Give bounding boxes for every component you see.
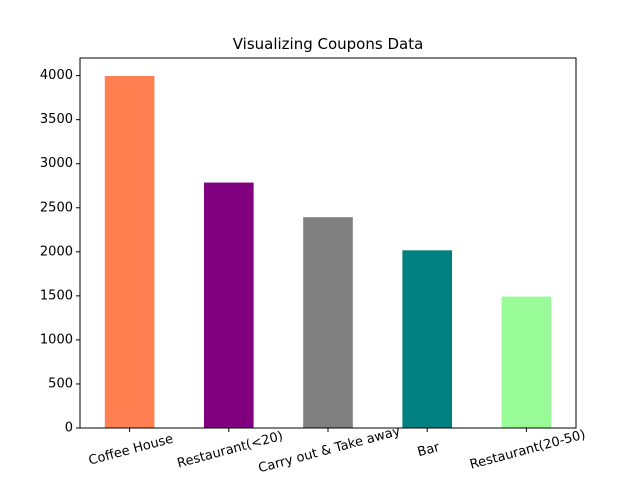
y-tick-label-6: 3000 bbox=[40, 156, 73, 171]
y-axis: 0 500 1000 1500 2000 2500 3000 3500 4000 bbox=[40, 68, 80, 436]
bar-1 bbox=[204, 182, 254, 428]
plot-frame bbox=[79, 57, 577, 429]
bar-4 bbox=[501, 296, 552, 428]
y-tick-label-2: 1000 bbox=[40, 332, 73, 347]
y-tick-label-1: 500 bbox=[48, 376, 73, 391]
x-tick-label-3: Bar bbox=[416, 440, 442, 460]
bar-0 bbox=[104, 75, 155, 428]
y-tick-label-0: 0 bbox=[65, 421, 73, 436]
x-axis: Coffee House Restaurant(<20)Carry out & T… bbox=[87, 424, 587, 476]
y-tick-label-3: 1500 bbox=[40, 288, 73, 303]
chart-title: Visualizing Coupons Data bbox=[233, 35, 424, 53]
y-tick-label-4: 2000 bbox=[40, 244, 73, 259]
y-tick-label-7: 3500 bbox=[40, 112, 73, 127]
x-tick-label-4: Restaurant(20-50) bbox=[468, 427, 587, 472]
bar-2 bbox=[303, 217, 353, 428]
bars-group bbox=[104, 75, 552, 428]
y-tick-label-8: 4000 bbox=[40, 68, 73, 83]
y-tick-label-5: 2500 bbox=[40, 200, 73, 215]
x-tick-label-0: Coffee House bbox=[87, 432, 175, 469]
bar-3 bbox=[402, 250, 452, 428]
